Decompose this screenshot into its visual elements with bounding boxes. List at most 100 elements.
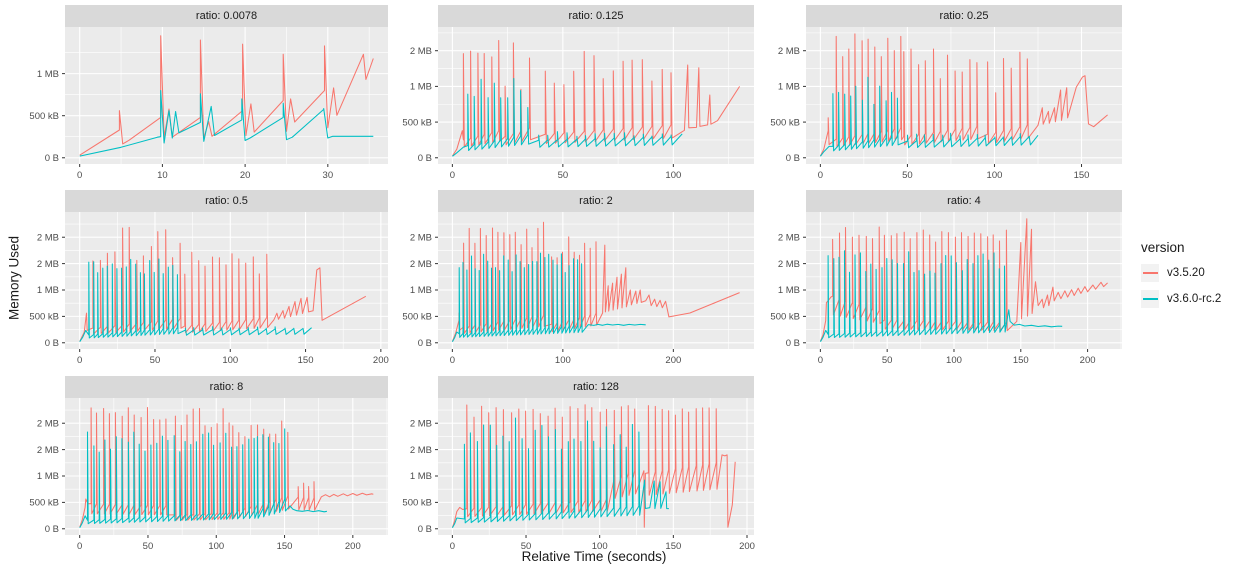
x-tick-label: 200 [739, 541, 755, 552]
facet-panel: 0 10 20 30 0 B 500 kB 1 MB [29, 27, 388, 181]
y-tick-label: 0 B [418, 338, 432, 349]
y-tick-label: 1 MB [410, 285, 432, 296]
y-tick-label: 1 MB [778, 285, 800, 296]
series-line-v3.5.20 [819, 218, 1108, 342]
legend-key-swatch [1141, 264, 1159, 282]
y-tick-label: 2 MB [37, 232, 59, 243]
x-tick-label: 100 [946, 355, 962, 366]
x-tick-label: 0 [450, 355, 455, 366]
facet-strip: ratio: 4 [806, 190, 1122, 212]
y-tick-label: 500 kB [29, 312, 59, 323]
x-tick-label: 150 [1074, 170, 1090, 181]
facet-panel: 0 50 100 0 B 500 kB 1 MB 2 MB [402, 27, 754, 181]
legend: version v3.5.20 v3.6.0-rc.2 [1141, 240, 1241, 308]
y-tick-label: 0 B [418, 524, 432, 535]
panel-background [65, 27, 388, 164]
y-tick-label: 2 MB [37, 418, 59, 429]
x-tick-label: 0 [818, 355, 823, 366]
x-tick-label: 50 [882, 355, 893, 366]
y-tick-label: 0 B [45, 153, 59, 164]
axis-tick-marks [62, 73, 329, 167]
major-gridlines [438, 212, 754, 349]
y-tick-label: 500 kB [29, 111, 59, 122]
y-tick-label: 2 MB [410, 232, 432, 243]
y-tick-label: 2 MB [410, 418, 432, 429]
panel-background [806, 27, 1122, 164]
facet-strip: ratio: 0.125 [438, 5, 754, 27]
y-tick-label: 0 B [45, 524, 59, 535]
y-tick-label: 1 MB [778, 82, 800, 93]
facet-panel: 0 100 200 0 B 500 kB 1 MB 2 MB 2 MB [402, 212, 754, 366]
axis-tick-marks [62, 422, 354, 538]
legend-item-label: v3.6.0-rc.2 [1167, 293, 1222, 305]
x-tick-label: 150 [665, 541, 681, 552]
x-tick-label: 50 [150, 355, 161, 366]
legend-item-label: v3.5.20 [1167, 267, 1205, 279]
y-tick-label: 2 MB [37, 445, 59, 456]
facet-strip: ratio: 0.0078 [65, 5, 388, 27]
series-line-v3.6.0-rc.2 [819, 76, 1039, 157]
axis-tick-marks [435, 236, 674, 352]
x-tick-label: 10 [157, 170, 168, 181]
series-line-v3.6.0-rc.2 [451, 417, 669, 528]
x-tick-label: 100 [592, 541, 608, 552]
x-tick-label: 50 [558, 170, 569, 181]
y-tick-label: 500 kB [770, 117, 800, 128]
legend-key-swatch [1141, 290, 1159, 308]
x-tick-label: 100 [987, 170, 1003, 181]
facet-panel: 0 50 100 150 200 0 B 500 kB 1 MB 2 MB 2 MB [770, 212, 1122, 366]
y-tick-label: 500 kB [770, 312, 800, 323]
axis-tick-marks [803, 236, 1089, 352]
major-gridlines [806, 27, 1122, 164]
x-tick-label: 150 [277, 541, 293, 552]
x-tick-label: 150 [1013, 355, 1029, 366]
series-line-v3.6.0-rc.2 [819, 250, 1063, 342]
legend-key-line-red [1142, 272, 1158, 274]
facet-strip: ratio: 0.5 [65, 190, 388, 212]
y-tick-label: 0 B [786, 338, 800, 349]
y-tick-label: 2 MB [778, 46, 800, 57]
x-tick-label: 20 [240, 170, 251, 181]
x-tick-label: 50 [902, 170, 913, 181]
x-tick-label: 200 [345, 541, 361, 552]
series-line-v3.5.20 [79, 226, 367, 342]
x-tick-label: 0 [77, 170, 82, 181]
y-tick-label: 2 MB [410, 259, 432, 270]
minor-gridlines [438, 27, 754, 164]
y-tick-label: 1 MB [410, 471, 432, 482]
x-tick-label: 0 [818, 170, 823, 181]
legend-item-v3520: v3.5.20 [1141, 264, 1241, 282]
x-tick-label: 0 [450, 170, 455, 181]
facet-strip: ratio: 128 [438, 376, 754, 398]
facet-panel: 0 50 100 150 200 0 B 500 kB 1 MB 2 MB 2 MB [29, 398, 388, 552]
y-tick-label: 2 MB [410, 445, 432, 456]
x-tick-label: 0 [77, 355, 82, 366]
facet-panel: 0 50 100 150 200 0 B 500 kB 1 MB 2 MB 2 MB [402, 398, 755, 552]
series-line-v3.6.0-rc.2 [79, 428, 327, 528]
legend-item-v360rc2: v3.6.0-rc.2 [1141, 290, 1241, 308]
x-tick-label: 200 [665, 355, 681, 366]
x-tick-label: 100 [555, 355, 571, 366]
x-tick-label: 50 [143, 541, 154, 552]
y-tick-label: 2 MB [37, 259, 59, 270]
y-tick-label: 500 kB [402, 498, 432, 509]
y-tick-label: 1 MB [37, 471, 59, 482]
x-tick-label: 100 [208, 541, 224, 552]
facet-strip: ratio: 8 [65, 376, 388, 398]
y-tick-label: 2 MB [778, 232, 800, 243]
axis-tick-labels: 0 50 100 150 200 0 B 500 kB 1 MB 2 MB 2 MB [770, 232, 1095, 366]
series-line-v3.6.0-rc.2 [451, 252, 646, 342]
y-tick-label: 0 B [418, 153, 432, 164]
legend-key-line-teal [1142, 298, 1158, 300]
y-tick-label: 1 MB [37, 285, 59, 296]
y-tick-label: 500 kB [402, 312, 432, 323]
axis-tick-labels: 0 50 100 0 B 500 kB 1 MB 2 MB [402, 46, 681, 181]
axis-tick-labels: 0 50 100 150 200 0 B 500 kB 1 MB 2 MB 2 MB [29, 232, 388, 366]
series-line-v3.5.20 [819, 33, 1108, 157]
facet-strip: ratio: 0.25 [806, 5, 1122, 27]
y-axis-title: Memory Used [6, 235, 22, 321]
y-tick-label: 500 kB [402, 117, 432, 128]
x-tick-label: 0 [77, 541, 82, 552]
x-tick-label: 0 [450, 541, 455, 552]
